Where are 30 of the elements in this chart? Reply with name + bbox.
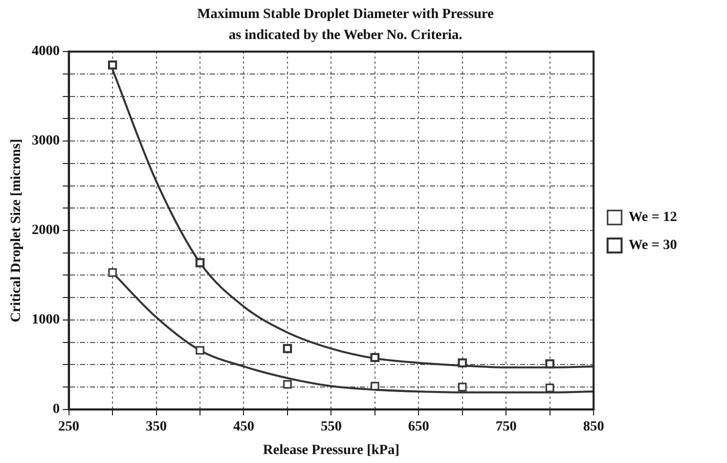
x-tick-label: 550 [320,419,342,434]
y-tick-label: 2000 [32,223,60,238]
x-tick-label: 350 [146,419,167,434]
y-tick-label: 3000 [32,134,60,149]
point [282,344,292,354]
point [108,60,118,70]
point [370,352,380,362]
point [283,380,292,389]
legend-label: We = 30 [628,238,678,254]
y-tick-label: 4000 [32,44,60,60]
y-tick-label: 1000 [32,312,60,328]
x-axis-title: Release Pressure [kPa] [263,443,400,458]
x-tick-label: 850 [583,419,604,434]
chart-subtitle: as indicated by the Weber No. Criteria. [228,28,462,43]
point [195,258,205,268]
point [108,268,117,277]
x-tick-label: 650 [408,419,430,434]
point [545,359,554,368]
legend-label: We = 12 [628,210,678,226]
chart-title: Maximum Stable Droplet Diameter with Pressure [197,7,494,22]
point [458,358,467,368]
x-tick-label: 750 [496,419,517,434]
x-tick-label: 250 [58,419,80,434]
point [458,382,467,392]
x-tick-label: 450 [233,419,254,434]
y-tick-label: 0 [52,402,60,418]
y-axis-title: Critical Droplet Size [microns] [9,138,24,322]
point [196,346,204,355]
point [370,382,380,390]
point [546,384,554,392]
